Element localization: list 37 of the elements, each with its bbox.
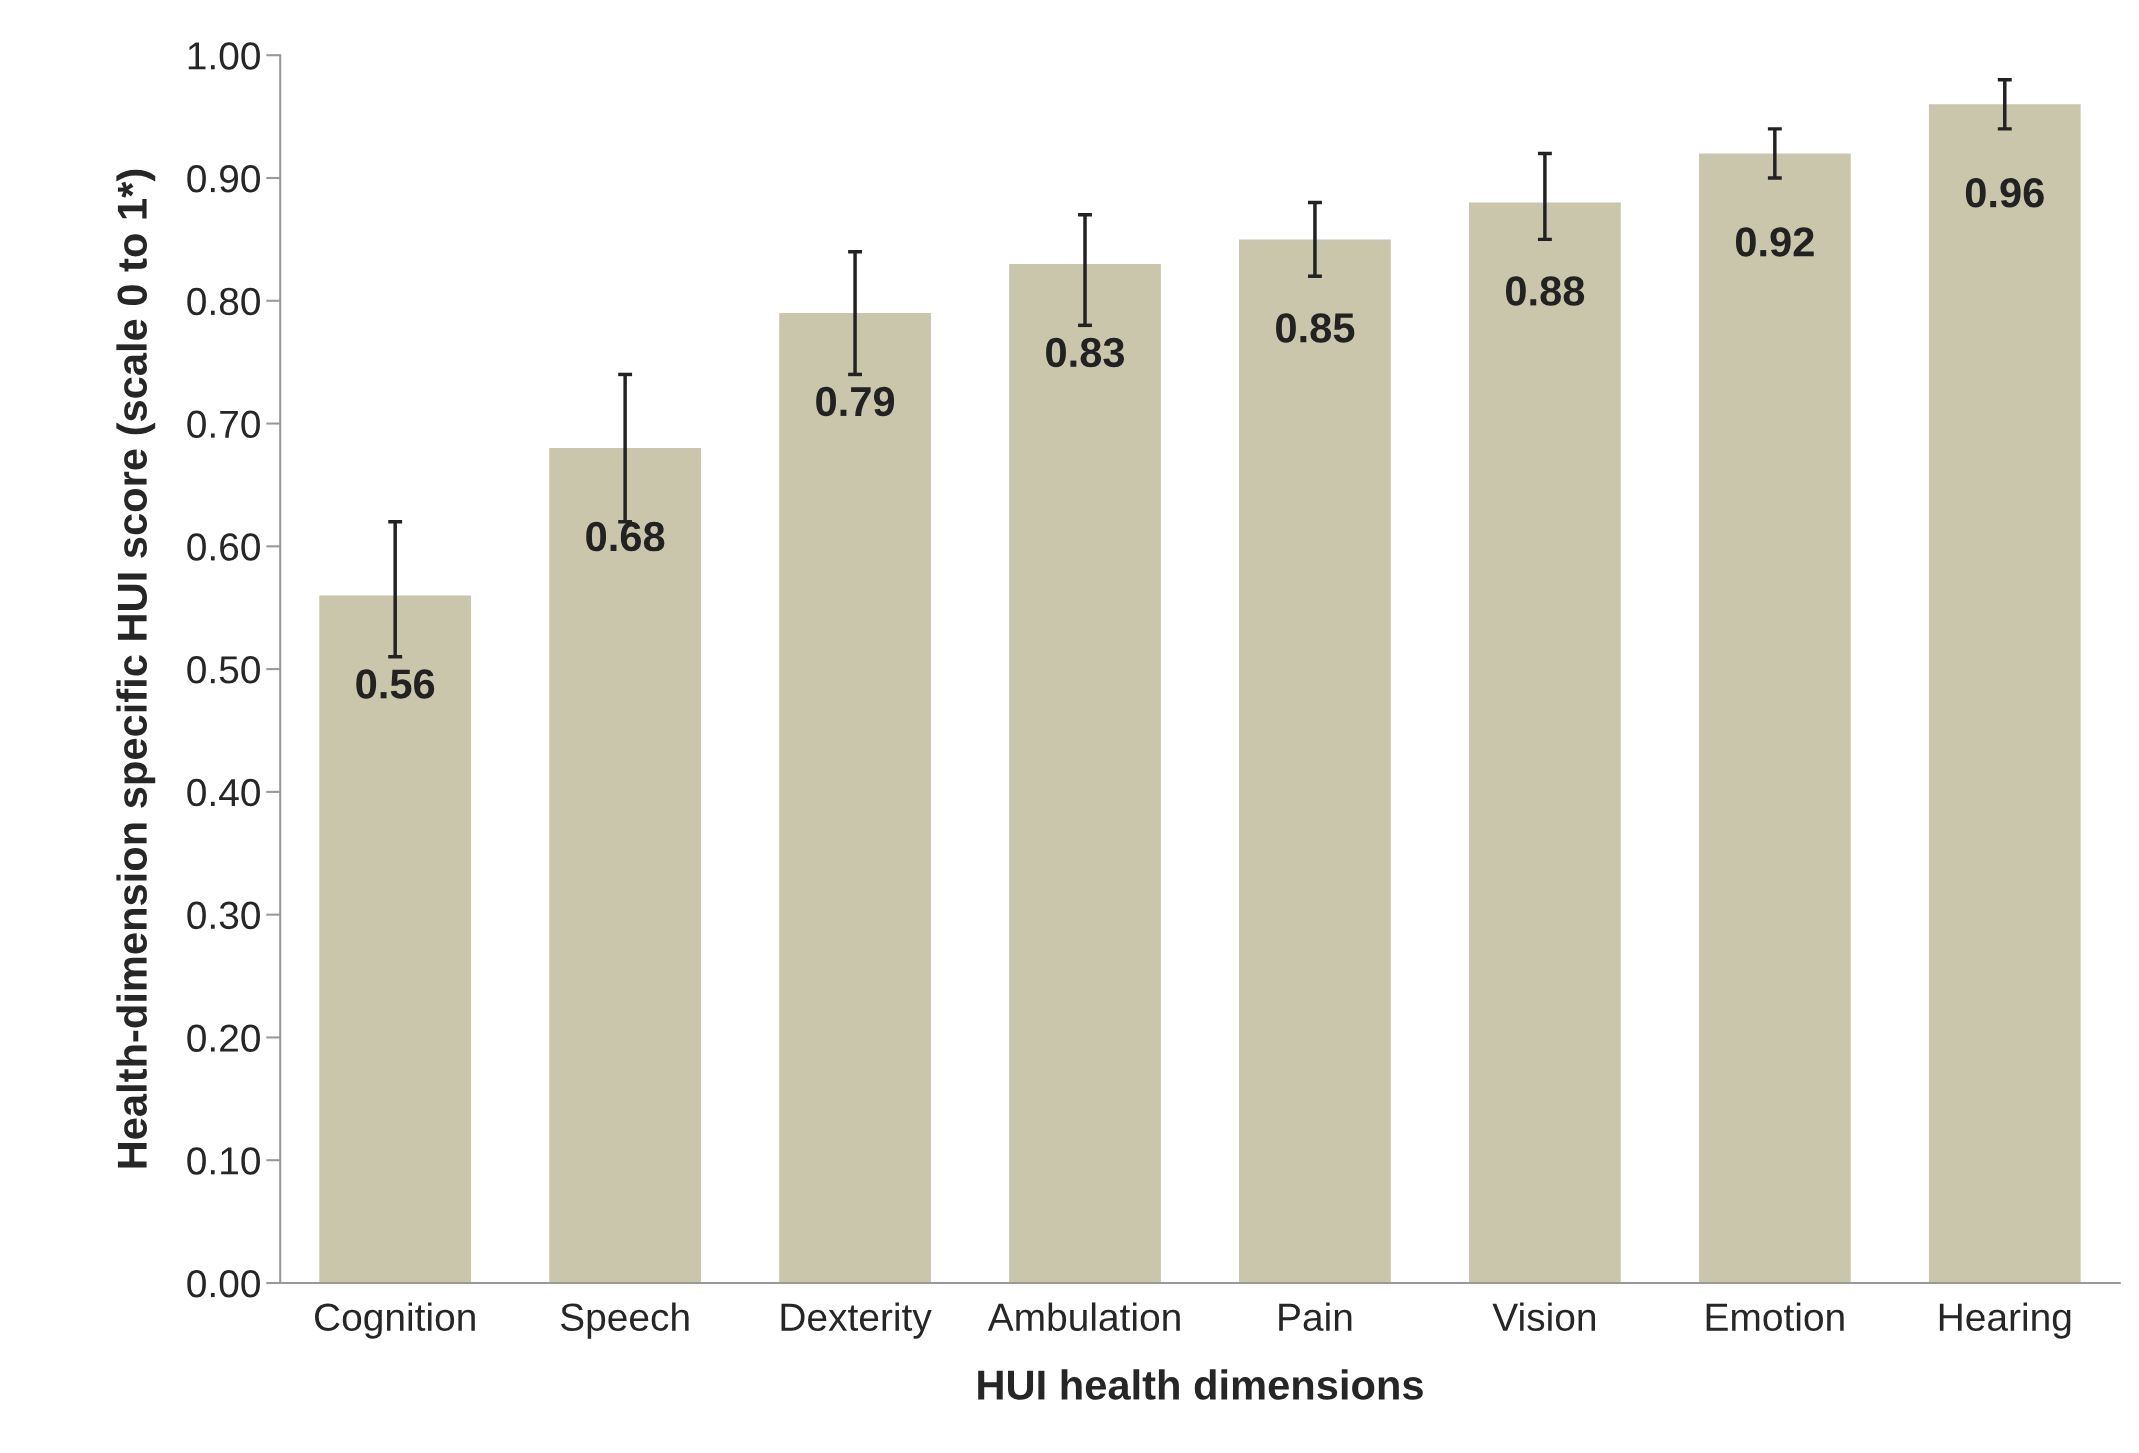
data-label: 0.68 <box>586 521 665 552</box>
bar <box>1239 239 1391 1283</box>
x-tick-label: Ambulation <box>987 1302 1180 1332</box>
bar <box>1698 153 1851 1283</box>
y-tick-label: 0.90 <box>187 164 260 193</box>
y-tick-label: 0.60 <box>187 533 260 561</box>
y-tick-label: 0.20 <box>187 1024 260 1052</box>
bar <box>779 313 931 1283</box>
bar <box>1469 202 1621 1283</box>
x-tick-label: Cognition <box>315 1302 475 1339</box>
y-tick-label: 0.70 <box>187 410 260 439</box>
y-tick-label: 0.80 <box>187 287 260 316</box>
bar <box>549 448 701 1283</box>
data-label: 0.79 <box>816 386 895 417</box>
data-label: 0.88 <box>1506 276 1585 306</box>
x-tick-label: Speech <box>560 1302 689 1339</box>
y-tick-label: 0.30 <box>187 901 260 930</box>
y-tick-label: 1.00 <box>188 42 260 70</box>
bar <box>1009 263 1161 1283</box>
y-tick-label: 0.00 <box>187 1269 260 1298</box>
x-axis-title: HUI health dimensions <box>978 1369 1423 1400</box>
x-tick-label: Dexterity <box>781 1302 932 1339</box>
x-tick-label: Pain <box>1279 1302 1352 1332</box>
data-label: 0.85 <box>1276 313 1355 343</box>
data-label: 0.92 <box>1735 227 1814 257</box>
data-label: 0.83 <box>1046 337 1125 368</box>
x-tick-label: Vision <box>1492 1302 1595 1332</box>
data-label: 0.56 <box>356 669 435 699</box>
y-tick-label: 0.10 <box>187 1147 260 1175</box>
y-axis-title: Health-dimension specific HUI score (scale 0 to 1*) <box>116 169 156 1168</box>
x-tick-label: Emotion <box>1706 1302 1844 1332</box>
bar <box>319 595 472 1283</box>
x-tick-label: Hearing <box>1939 1302 2071 1339</box>
y-tick-label: 0.50 <box>187 656 260 684</box>
bar <box>1928 104 2081 1283</box>
y-tick-label: 0.40 <box>187 778 260 807</box>
data-label: 0.96 <box>1965 178 2044 208</box>
